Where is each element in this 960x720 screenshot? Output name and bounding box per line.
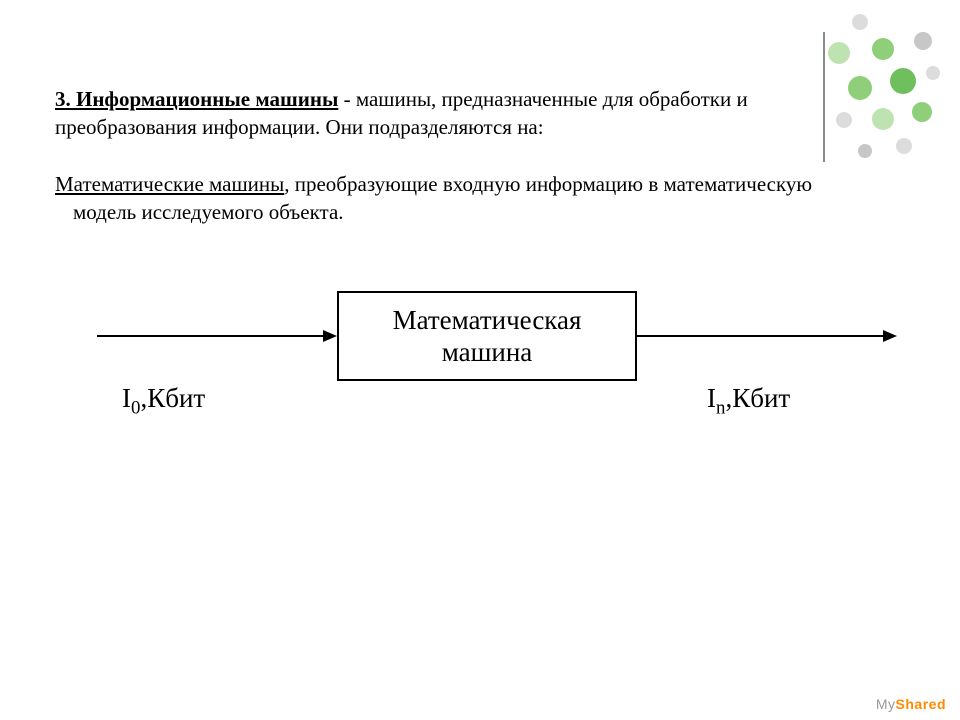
sub-term: Математические машины <box>55 172 284 196</box>
box-line-1: Математическая <box>393 304 582 336</box>
dot-icon <box>836 112 852 128</box>
dot-icon <box>896 138 912 154</box>
arrow-shaft <box>97 335 323 337</box>
dot-icon <box>926 66 940 80</box>
dot-icon <box>872 38 894 60</box>
watermark-part1: My <box>876 696 896 712</box>
block-diagram: Математическая машина I0,Кбит In,Кбит <box>67 281 907 451</box>
arrow-head-icon <box>883 330 897 342</box>
watermark: MyShared <box>876 696 946 712</box>
heading-term: 3. Информационные машины <box>55 87 338 111</box>
arrow-shaft <box>637 335 883 337</box>
dot-icon <box>912 102 932 122</box>
box-line-2: машина <box>442 336 533 368</box>
slide: 3. Информационные машины - машины, предн… <box>0 0 960 720</box>
dot-icon <box>828 42 850 64</box>
input-label: I0,Кбит <box>122 383 205 419</box>
output-label: In,Кбит <box>707 383 790 419</box>
math-machine-box: Математическая машина <box>337 291 637 381</box>
dot-icon <box>858 144 872 158</box>
sub-paragraph: Математические машины, преобразующие вхо… <box>55 170 833 227</box>
dot-icon <box>852 14 868 30</box>
divider-line <box>823 32 825 162</box>
decorative-dots <box>828 8 948 168</box>
dot-icon <box>848 76 872 100</box>
dot-icon <box>890 68 916 94</box>
heading-paragraph: 3. Информационные машины - машины, предн… <box>55 85 815 142</box>
watermark-part2: Shared <box>896 696 946 712</box>
arrow-head-icon <box>323 330 337 342</box>
dot-icon <box>914 32 932 50</box>
dot-icon <box>872 108 894 130</box>
